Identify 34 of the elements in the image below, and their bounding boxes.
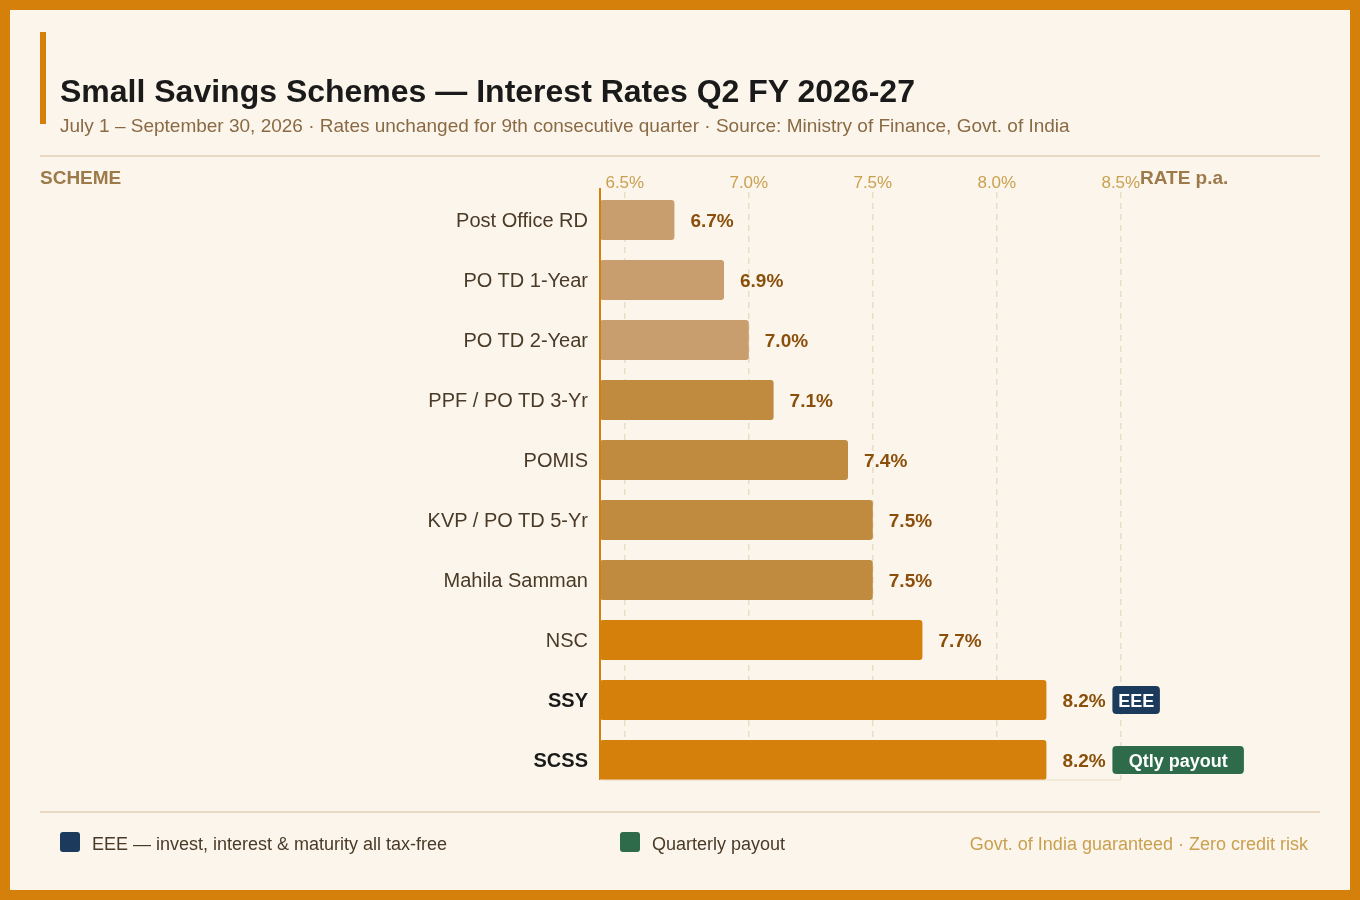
x-tick-label: 7.0% — [729, 173, 769, 192]
text: SCHEME — [40, 167, 122, 188]
x-tick-label: 8.5% — [1101, 173, 1141, 192]
y-tick-label: POMIS — [523, 449, 588, 471]
data-label: 7.4% — [864, 450, 908, 471]
y-tick-label: NSC — [545, 629, 588, 651]
data-label: 7.5% — [888, 510, 933, 531]
chart-subtitle: July 1 – September 30, 2026 · Rates unchanged for 9th consecutive quarter · Source: Ministry of Finance, Govt. of India — [60, 115, 1071, 136]
y-tick-label: Post Office RD — [456, 209, 588, 231]
text: Govt. of India guaranteed · Zero credit risk — [969, 834, 1309, 854]
y-tick-label: Mahila Samman — [443, 569, 588, 591]
y-tick-label: SSY — [547, 689, 589, 711]
x-tick-label: 6.5% — [605, 173, 645, 192]
y-tick-label: SCSS — [533, 749, 588, 771]
data-label: 6.7% — [690, 210, 734, 231]
y-tick-label: PPF / PO TD 3-Yr — [428, 389, 589, 411]
x-axis-title: RATE p.a. — [1140, 167, 1229, 188]
annotation: EEE — [1118, 691, 1155, 711]
x-tick-label: 8.0% — [977, 173, 1017, 192]
data-label: 8.2% — [1062, 690, 1106, 711]
y-tick-label: KVP / PO TD 5-Yr — [427, 509, 589, 531]
data-label: 8.2% — [1062, 750, 1106, 771]
x-tick-label: 7.5% — [853, 173, 893, 192]
data-label: 7.1% — [789, 390, 834, 411]
text: Qtly payout — [1128, 751, 1228, 771]
data-label: 7.7% — [938, 630, 982, 651]
data-label: 6.9% — [740, 270, 784, 291]
chart-title: Small Savings Schemes — Interest Rates Q2 FY 2026-27 — [60, 73, 915, 109]
text: Quarterly payout — [652, 834, 786, 854]
text: EEE — invest, interest & maturity all tax-free — [92, 834, 448, 854]
y-tick-label: PO TD 1-Year — [463, 269, 589, 291]
data-label: 7.0% — [764, 330, 809, 351]
y-tick-label: PO TD 2-Year — [463, 329, 589, 351]
data-label: 7.5% — [888, 570, 933, 591]
